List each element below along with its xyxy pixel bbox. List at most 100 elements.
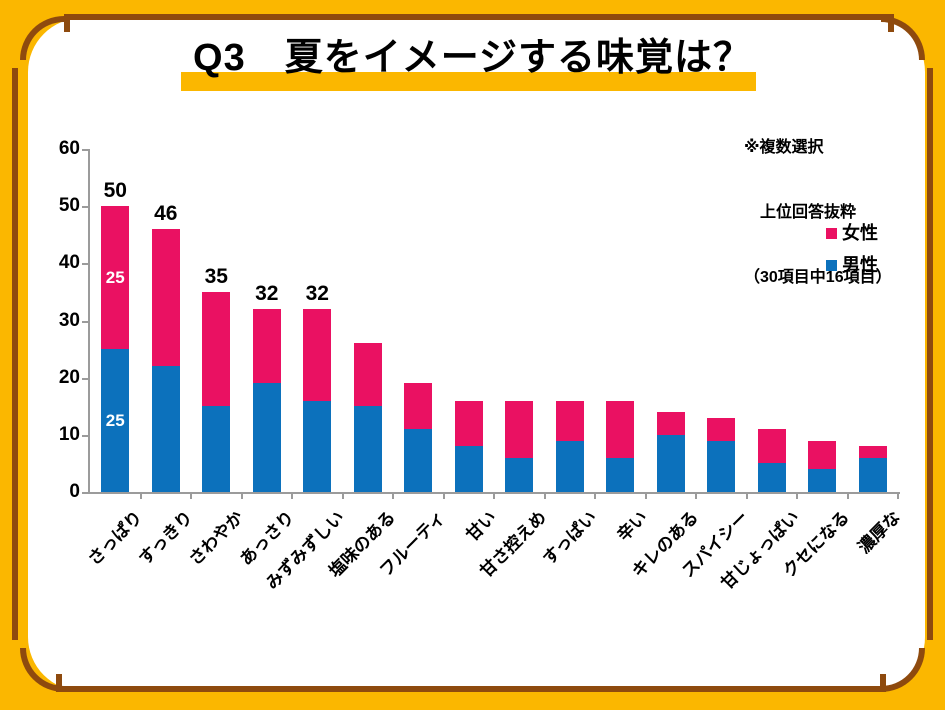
- x-axis-tick: [543, 493, 546, 499]
- x-axis-tick: [240, 493, 243, 499]
- x-axis-tick: [341, 493, 344, 499]
- y-axis-tick: [82, 263, 89, 266]
- bar-segment-female: 25: [101, 206, 130, 350]
- y-axis-tick-label: 40: [58, 252, 80, 274]
- x-axis-tick: [493, 493, 495, 499]
- bar-total-label: 35: [204, 264, 228, 288]
- bar-segment-male-value-label: 25: [105, 410, 125, 430]
- bar-segment-male: 25: [101, 349, 130, 492]
- y-axis-tick-label: 30: [58, 309, 80, 331]
- bar-slot: キレのある: [628, 149, 702, 581]
- bar-segment-female: [252, 309, 281, 384]
- bar-segment-female: [353, 343, 382, 407]
- note-line-1: ※複数選択: [744, 139, 824, 157]
- bar-segment-male: [353, 406, 382, 492]
- bar-segment-female: [707, 417, 736, 441]
- y-axis-tick: [82, 149, 89, 151]
- bar-slot: 甘さ控えめ: [477, 149, 550, 581]
- stacked-bar: [252, 309, 281, 492]
- note-line-2: 上位回答抜粋: [744, 203, 857, 221]
- bar-segment-female: [656, 411, 685, 435]
- x-axis-tick: [392, 493, 394, 499]
- stacked-bar: [606, 400, 635, 492]
- y-axis-tick-label: 10: [58, 423, 80, 445]
- category-label: 甘い: [462, 507, 500, 546]
- bar-segment-male: [454, 446, 483, 492]
- frame-line-left: [12, 68, 18, 640]
- bar-slot: スパイシー: [679, 149, 752, 581]
- bar-slot: 塩味のある: [325, 149, 399, 581]
- y-axis-tick: [82, 320, 89, 323]
- x-axis-tick: [442, 493, 445, 499]
- x-axis-tick: [644, 493, 647, 499]
- legend-item-male: 男性: [826, 254, 878, 276]
- bar-segment-male: [555, 440, 584, 492]
- legend-label-male: 男性: [842, 255, 878, 275]
- stacked-bar: [808, 440, 837, 492]
- title-area: Q3 夏をイメージする味覚は？: [0, 34, 945, 91]
- bar-segment-female: [454, 400, 483, 447]
- bar-segment-male: [505, 457, 534, 492]
- bar-slot: 32 みずみずしい: [263, 149, 349, 593]
- bar-slot: 35 さわやか: [186, 149, 248, 569]
- bar-segment-female: [303, 309, 332, 401]
- bar-segment-male: [606, 457, 635, 492]
- bar-segment-male: [151, 366, 180, 492]
- stacked-bar: [353, 343, 382, 492]
- bar-slot: 32 あっさり: [236, 149, 298, 569]
- bar-segment-male: [757, 463, 786, 492]
- bar-total-label: 50: [103, 179, 127, 203]
- stacked-bar: [505, 400, 534, 492]
- bar-segment-female-value-label: 25: [105, 267, 125, 287]
- stacked-bar: [555, 400, 584, 492]
- bar-total-label: 32: [305, 282, 329, 306]
- bar-segment-male: [858, 457, 887, 492]
- category-label: さわやか: [185, 507, 248, 570]
- bars-row: 50 25 25 さっぱり 46 すっきり 35 さわやか 32 あっさり 32 みずみずしい 塩味のあ…: [85, 149, 904, 593]
- x-axis-tick: [745, 493, 748, 499]
- y-axis-tick: [82, 377, 89, 380]
- category-label: さっぱり: [84, 507, 147, 570]
- category-label: 濃厚な: [854, 507, 904, 558]
- x-axis-tick: [190, 493, 192, 499]
- bar-slot: 甘い: [444, 149, 500, 545]
- bar-segment-female: [555, 400, 584, 441]
- bar-segment-female: [404, 383, 433, 430]
- bar-segment-female: [505, 400, 534, 458]
- category-label: 辛い: [613, 507, 652, 546]
- bar-segment-female: [606, 400, 635, 458]
- bar-total-label: 32: [255, 282, 279, 306]
- bar-segment-female: [757, 429, 786, 464]
- x-axis-tick: [695, 493, 697, 499]
- bar-segment-female: [151, 229, 180, 367]
- note-line-3: （30項目中16項目）: [744, 268, 892, 286]
- x-axis-tick: [796, 493, 798, 499]
- category-label: すっきり: [135, 507, 197, 569]
- x-axis-tick: [139, 493, 142, 499]
- stacked-bar: [151, 229, 180, 492]
- stacked-bar: [202, 291, 231, 492]
- page-title: Q3 夏をイメージする味覚は？: [193, 37, 752, 79]
- y-axis-tick: [82, 492, 89, 494]
- bar-total-label: 46: [154, 202, 178, 226]
- bar-slot: 50 25 25 さっぱり: [85, 149, 147, 569]
- stacked-bar: 25 25: [101, 206, 130, 492]
- bar-slot: クセになる: [780, 149, 853, 581]
- male-color-swatch: [826, 259, 837, 271]
- y-axis-tick-label: 0: [69, 481, 80, 502]
- stacked-bar: [454, 400, 483, 492]
- frame-line-right: [927, 68, 933, 640]
- bar-segment-male: [404, 429, 433, 492]
- bar-slot: 濃厚な: [848, 149, 904, 557]
- bar-segment-male: [202, 406, 231, 492]
- y-axis-tick: [82, 206, 89, 209]
- y-axis-tick-label: 60: [58, 138, 80, 159]
- stacked-bar: [404, 383, 433, 492]
- stacked-bar: [858, 446, 887, 492]
- female-color-swatch: [826, 227, 837, 239]
- legend-label-female: 女性: [842, 223, 878, 243]
- bar-segment-male: [808, 469, 837, 492]
- stacked-bar: [656, 411, 685, 492]
- x-axis-tick: [897, 493, 899, 499]
- legend-item-female: 女性: [826, 222, 878, 244]
